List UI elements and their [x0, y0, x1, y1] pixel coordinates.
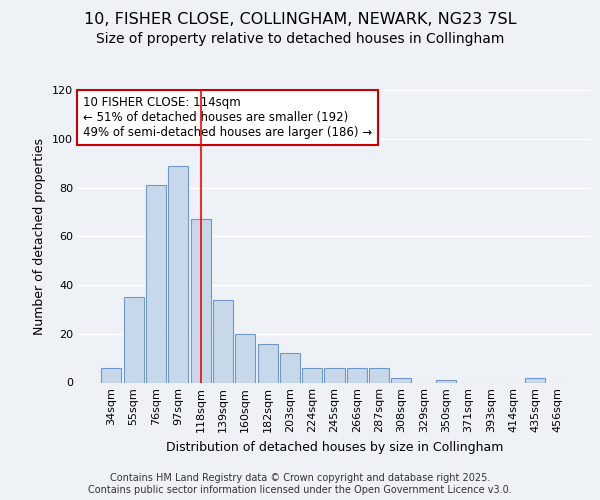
Bar: [391, 378, 412, 382]
Bar: [235, 334, 255, 382]
Bar: [436, 380, 456, 382]
Bar: [257, 344, 278, 382]
Bar: [191, 219, 211, 382]
Bar: [168, 166, 188, 382]
X-axis label: Distribution of detached houses by size in Collingham: Distribution of detached houses by size …: [166, 441, 503, 454]
Bar: [525, 378, 545, 382]
Text: 10, FISHER CLOSE, COLLINGHAM, NEWARK, NG23 7SL: 10, FISHER CLOSE, COLLINGHAM, NEWARK, NG…: [84, 12, 516, 28]
Bar: [325, 368, 344, 382]
Bar: [369, 368, 389, 382]
Text: 10 FISHER CLOSE: 114sqm
← 51% of detached houses are smaller (192)
49% of semi-d: 10 FISHER CLOSE: 114sqm ← 51% of detache…: [83, 96, 372, 139]
Y-axis label: Number of detached properties: Number of detached properties: [34, 138, 46, 335]
Bar: [280, 353, 300, 382]
Text: Size of property relative to detached houses in Collingham: Size of property relative to detached ho…: [96, 32, 504, 46]
Text: Contains HM Land Registry data © Crown copyright and database right 2025.
Contai: Contains HM Land Registry data © Crown c…: [88, 474, 512, 495]
Bar: [124, 297, 144, 382]
Bar: [347, 368, 367, 382]
Bar: [213, 300, 233, 382]
Bar: [146, 185, 166, 382]
Bar: [101, 368, 121, 382]
Bar: [302, 368, 322, 382]
